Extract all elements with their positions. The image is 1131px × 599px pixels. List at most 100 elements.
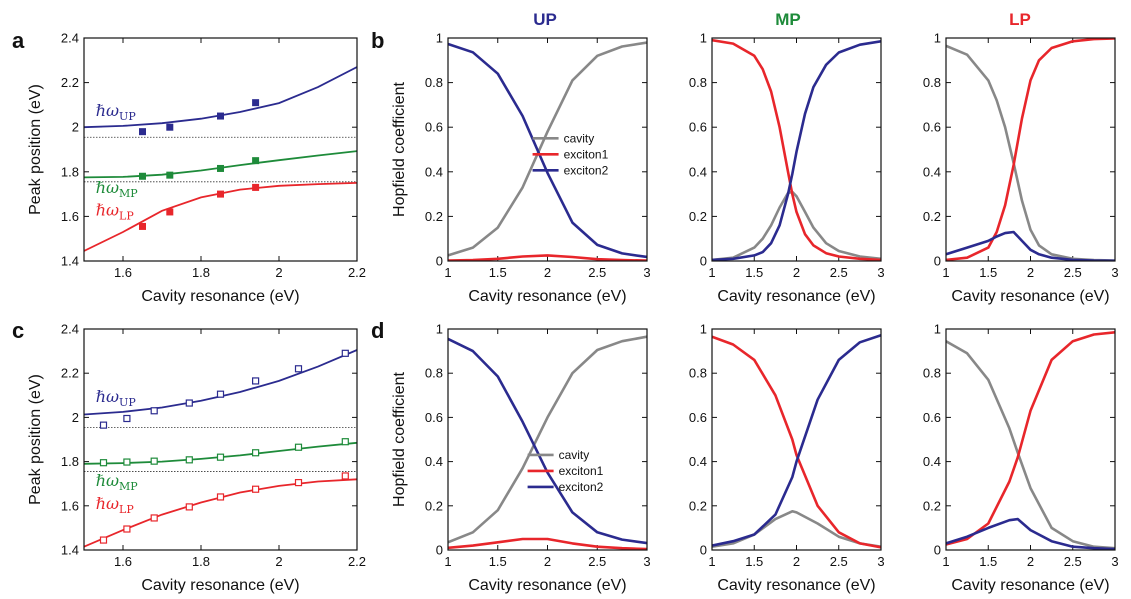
data-point-lp: [166, 208, 174, 216]
x-tick-label: 2: [793, 265, 800, 280]
legend-label-exciton1: exciton1: [564, 147, 609, 161]
x-tick-label: 3: [877, 265, 884, 280]
y-tick-label: 1.4: [61, 254, 79, 269]
branch-label-main: ℏω: [96, 471, 119, 490]
column-title-up: UP: [533, 10, 557, 29]
data-point-mp: [294, 443, 303, 451]
plot-area: [84, 66, 357, 252]
y-axis-label: Peak position (eV): [27, 374, 44, 505]
x-tick-label: 1.5: [745, 554, 763, 569]
legend-label-exciton2: exciton2: [559, 480, 604, 494]
x-tick-label: 1.5: [979, 265, 997, 280]
plot-frame: [945, 328, 1116, 551]
y-tick-label: 0.8: [923, 366, 941, 381]
y-tick-label: 0.8: [689, 366, 707, 381]
y-tick-label: 1: [934, 31, 941, 46]
data-point-lp: [252, 183, 260, 191]
x-tick-label: 2.5: [588, 265, 606, 280]
legend-label-exciton1: exciton1: [559, 464, 604, 478]
data-point-mp: [217, 164, 224, 172]
data-point-mp: [139, 172, 146, 180]
y-tick-label: 1: [436, 322, 443, 337]
data-point-lp: [294, 478, 303, 487]
charts: 1.6 1.8 2 2.2 1.4 1.6 1.8 2 2.2 2.4 Cavity resonan…: [27, 31, 1119, 595]
data-point-up: [185, 399, 193, 407]
y-tick-label: 2.2: [61, 366, 79, 381]
y-tick-label: 0.8: [425, 366, 443, 381]
column-title-lp: LP: [1009, 10, 1031, 29]
panel-letter-c: c: [12, 318, 24, 343]
data-point-up: [341, 349, 349, 357]
chart-b-up: 1 1.5 2 2.5 3 0 0.2 0.4 0.6 0.8 1 Cavity resonance …: [391, 31, 651, 306]
branch-label-mp: ℏωMP: [96, 471, 139, 493]
y-tick-label: 0.4: [425, 164, 443, 179]
x-axis-label: Cavity resonance (eV): [141, 577, 299, 594]
y-tick-label: 0.2: [923, 498, 941, 513]
data-point-up: [139, 128, 146, 136]
data-point-mp: [123, 458, 131, 466]
x-axis-label: Cavity resonance (eV): [717, 288, 875, 305]
panel-letter-d: d: [371, 318, 384, 343]
chart-d-up: 1 1.5 2 2.5 3 0 0.2 0.4 0.6 0.8 1 Cavity resonance …: [391, 322, 651, 595]
y-tick-label: 0.6: [425, 120, 443, 135]
branch-label-subscript: MP: [119, 480, 138, 493]
x-tick-label: 1.8: [192, 265, 210, 280]
data-point-mp: [185, 456, 193, 464]
plot-area: [448, 335, 647, 550]
x-tick-label: 2.5: [588, 554, 606, 569]
x-tick-label: 1: [444, 554, 451, 569]
y-tick-label: 1: [436, 31, 443, 46]
data-point-lp: [217, 190, 224, 198]
series-line-cavity: [946, 340, 1115, 550]
y-axis-label: Hopfield coefficient: [391, 372, 408, 507]
y-tick-label: 0.4: [689, 164, 707, 179]
panel-letter-a: a: [12, 28, 25, 53]
x-tick-label: 1.5: [979, 554, 997, 569]
x-axis-label: Cavity resonance (eV): [141, 288, 299, 305]
y-tick-label: 1.4: [61, 543, 79, 558]
x-tick-label: 2.2: [348, 554, 366, 569]
y-tick-label: 1: [700, 31, 707, 46]
y-tick-label: 1.8: [61, 454, 79, 469]
series-line-exciton1: [448, 537, 647, 550]
fit-line-mp: [84, 150, 357, 179]
x-tick-label: 3: [1111, 554, 1118, 569]
y-tick-label: 0: [934, 254, 941, 269]
y-tick-label: 1: [700, 322, 707, 337]
branch-label-subscript: MP: [119, 187, 138, 200]
plot-frame: [711, 328, 882, 551]
x-axis-label: Cavity resonance (eV): [717, 577, 875, 594]
data-point-mp: [150, 457, 158, 465]
plot-area: [84, 349, 357, 548]
y-tick-label: 0.4: [923, 454, 941, 469]
data-point-lp: [185, 503, 193, 511]
x-tick-label: 2.5: [1064, 265, 1082, 280]
data-point-up: [166, 123, 174, 131]
series-line-exciton1: [712, 38, 881, 261]
x-tick-label: 2: [544, 554, 551, 569]
x-tick-label: 3: [643, 265, 650, 280]
series-line-exciton1: [712, 335, 881, 549]
branch-label-mp: ℏωMP: [96, 178, 139, 200]
y-tick-label: 0: [436, 254, 443, 269]
panel-letter-b: b: [371, 28, 384, 53]
x-tick-label: 2: [275, 554, 282, 569]
data-point-mp: [252, 157, 260, 165]
data-point-lp: [123, 525, 131, 533]
x-tick-label: 1.6: [114, 265, 132, 280]
series-line-exciton2: [946, 230, 1115, 261]
series-line-cavity: [712, 190, 881, 261]
x-tick-label: 3: [1111, 265, 1118, 280]
data-point-mp: [216, 453, 225, 461]
x-tick-label: 2.5: [830, 265, 848, 280]
x-tick-label: 1: [942, 265, 949, 280]
branch-label-main: ℏω: [96, 387, 119, 406]
x-axis-label: Cavity resonance (eV): [468, 288, 626, 305]
x-tick-label: 1: [942, 554, 949, 569]
y-tick-label: 0.4: [923, 164, 941, 179]
data-point-up: [252, 377, 260, 385]
data-point-mp: [166, 171, 174, 179]
y-tick-label: 0.6: [923, 120, 941, 135]
